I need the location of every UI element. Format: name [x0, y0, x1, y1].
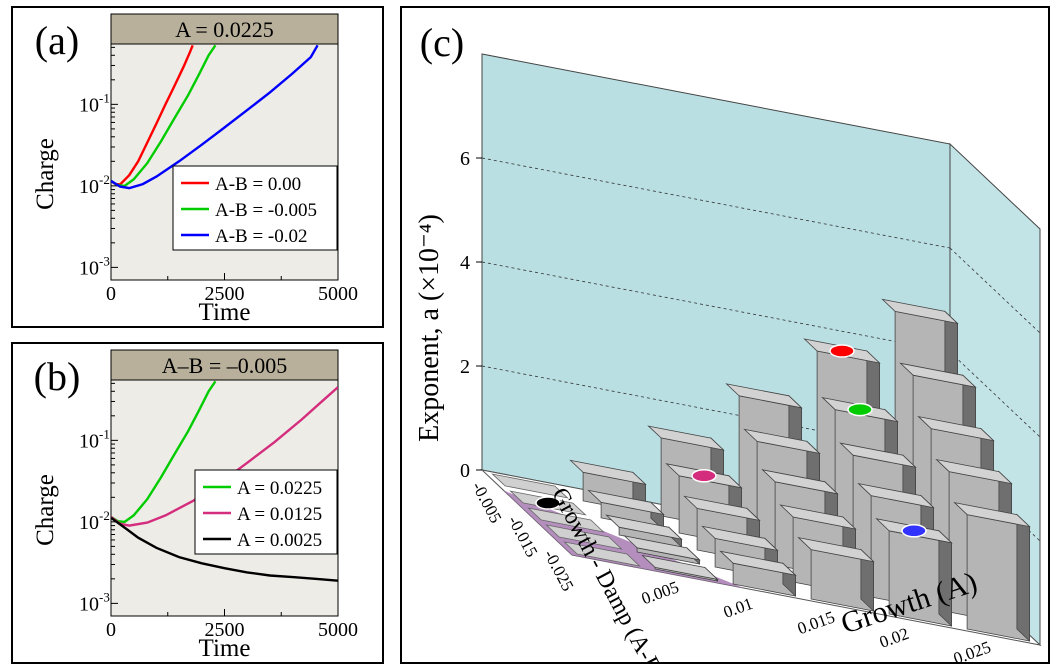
- bar-top: [623, 535, 701, 561]
- floor-shade: [503, 490, 744, 588]
- bar-top: [701, 525, 779, 552]
- growth-tick-label: 0.025: [951, 637, 993, 662]
- bar-marker: [691, 469, 717, 483]
- wall-gridline: [949, 351, 1041, 438]
- series-line: [111, 516, 338, 582]
- z-tick-label: 4: [460, 252, 470, 274]
- y-tick-exponent: -2: [99, 172, 110, 187]
- x-axis-label: Time: [199, 299, 251, 326]
- legend-label: A = 0.0225: [237, 478, 322, 499]
- y-tick-label: 10: [79, 512, 99, 534]
- bar-flat: [545, 524, 623, 550]
- bar-top: [647, 425, 725, 451]
- y-tick-label: 10: [79, 593, 99, 615]
- x-tick-label: 5000: [318, 619, 358, 641]
- wall-gridline: [481, 261, 951, 353]
- bar-flat: [527, 507, 605, 533]
- y-tick-exponent: -3: [99, 589, 110, 604]
- bar-top: [605, 514, 683, 540]
- y-tick-exponent: -1: [99, 90, 110, 105]
- y-tick-label: 10: [79, 176, 99, 198]
- bar-marker: [535, 496, 561, 510]
- growth-tick-label: 0.015: [795, 607, 837, 638]
- bar-top: [881, 298, 959, 325]
- bar-top: [569, 459, 647, 485]
- bar-top: [761, 469, 839, 495]
- bar3d-chart-c: 0 2 4 6 Exponent, a (×10⁻⁴) 0.005 0.01 0.015 0.0…: [414, 20, 1042, 662]
- panel-label: (c): [420, 20, 464, 65]
- legend-label: A-B = -0.02: [215, 226, 308, 247]
- chart-title: A–B = –0.005: [162, 353, 287, 378]
- bar-top: [719, 550, 797, 576]
- y-tick-exponent: -3: [99, 253, 110, 268]
- bar-top: [953, 501, 1031, 528]
- bar-top: [743, 428, 821, 455]
- bar-marker: [847, 402, 873, 417]
- z-tick-label: 6: [460, 148, 470, 170]
- legend-label: A-B = 0.00: [215, 174, 301, 195]
- bar-top: [797, 536, 875, 563]
- chart-panel-c: 0 2 4 6 Exponent, a (×10⁻⁴) 0.005 0.01 0.015 0.0…: [400, 6, 1050, 664]
- bar-top: [935, 458, 1013, 485]
- panel-label: (b): [34, 354, 81, 399]
- legend-label: A = 0.0025: [237, 530, 322, 551]
- y-tick-label: 10: [79, 430, 99, 452]
- bar-top: [683, 495, 761, 522]
- x-tick-label: 0: [106, 619, 116, 641]
- x-axis-label: Time: [199, 635, 251, 662]
- series-line: [111, 44, 217, 188]
- title-bar: [110, 349, 339, 381]
- bar-top: [725, 383, 803, 409]
- bar-top: [779, 504, 857, 530]
- chart-panel-a: A = 0.0225 10 -3 10 -2 10 -1 0 2500 5000 Time Charg…: [11, 6, 384, 328]
- y-tick-exponent: -1: [99, 426, 110, 441]
- x-tick-label: 2500: [205, 283, 245, 305]
- bar-flat: [491, 473, 569, 499]
- series-line: [111, 44, 319, 190]
- panel-label: (a): [35, 18, 79, 63]
- wall-gridline: [949, 247, 1041, 334]
- legend-label: A = 0.0125: [237, 504, 322, 525]
- series-line: [111, 380, 217, 524]
- title-bar: [110, 13, 339, 45]
- bar-marker: [901, 524, 927, 538]
- bar-top: [899, 362, 977, 388]
- bar-top: [917, 415, 995, 442]
- y-axis-label: Charge: [32, 138, 59, 210]
- z-axis-label: Exponent, a (×10⁻⁴): [414, 214, 445, 442]
- bar-marker: [829, 344, 855, 358]
- bar-flat: [563, 541, 641, 567]
- y-axis-label: Charge: [32, 474, 59, 546]
- y-tick-label: 10: [79, 257, 99, 279]
- bar-top: [641, 554, 719, 581]
- wall-gridline: [481, 157, 951, 249]
- growth-tick-label: 0.01: [721, 594, 755, 622]
- y-tick-label: 10: [79, 94, 99, 116]
- z-tick-label: 0: [460, 460, 470, 482]
- bar-side: [1016, 513, 1030, 642]
- chart-panel-b: A–B = –0.005 10 -3 10 -2 10 -1 0 2500 5000 Time Cha…: [11, 342, 384, 664]
- growth-tick-label: 0.005: [639, 577, 681, 608]
- x-tick-label: 5000: [318, 283, 358, 305]
- bar-top: [857, 482, 935, 509]
- z-tick-label: 2: [460, 356, 470, 378]
- bar-top: [587, 489, 665, 516]
- y-tick-exponent: -2: [99, 508, 110, 523]
- x-tick-label: 0: [106, 283, 116, 305]
- chart-title: A = 0.0225: [175, 17, 274, 42]
- x-tick-label: 2500: [205, 619, 245, 641]
- legend-label: A-B = -0.005: [215, 200, 317, 221]
- bar-top: [839, 442, 917, 468]
